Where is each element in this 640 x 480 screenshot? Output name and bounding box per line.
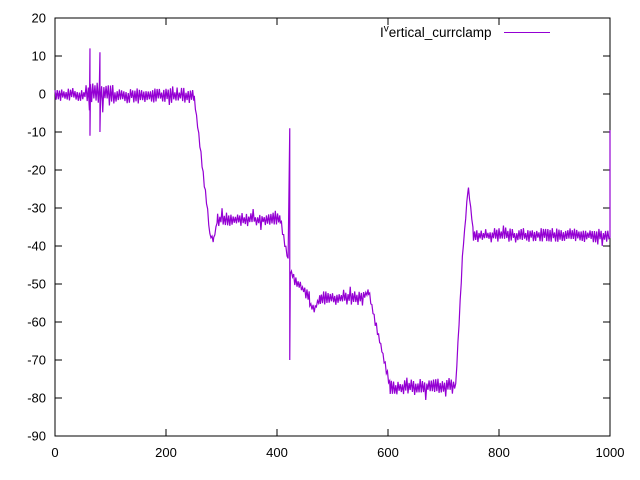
x-tick-label: 200 <box>155 445 177 460</box>
legend-label-rest: ertical_currclamp <box>388 25 492 40</box>
x-tick-label: 400 <box>266 445 288 460</box>
x-tick-label: 1000 <box>596 445 625 460</box>
y-tick-label: -20 <box>27 163 46 178</box>
legend-label-prefix: I <box>380 25 384 40</box>
y-tick-label: 10 <box>32 49 46 64</box>
legend-line-sample <box>503 31 550 34</box>
y-tick-label: -60 <box>27 315 46 330</box>
y-tick-label: 20 <box>32 11 46 26</box>
series-line-currclamp <box>54 48 611 401</box>
x-tick-label: 800 <box>488 445 510 460</box>
x-tick-label: 600 <box>377 445 399 460</box>
y-tick-label: -40 <box>27 239 46 254</box>
y-tick-label: -50 <box>27 277 46 292</box>
y-tick-label: 0 <box>39 87 46 102</box>
plot-border <box>54 17 611 437</box>
y-tick-label: -70 <box>27 353 46 368</box>
legend: Ivertical_currclamp <box>380 23 550 40</box>
y-tick-label: -10 <box>27 125 46 140</box>
legend-label: Ivertical_currclamp <box>380 23 492 40</box>
y-tick-label: -30 <box>27 201 46 216</box>
y-tick-label: -80 <box>27 391 46 406</box>
legend-label-superscript: v <box>383 23 389 35</box>
y-tick-label: -90 <box>27 429 46 444</box>
x-tick-label: 0 <box>51 445 58 460</box>
